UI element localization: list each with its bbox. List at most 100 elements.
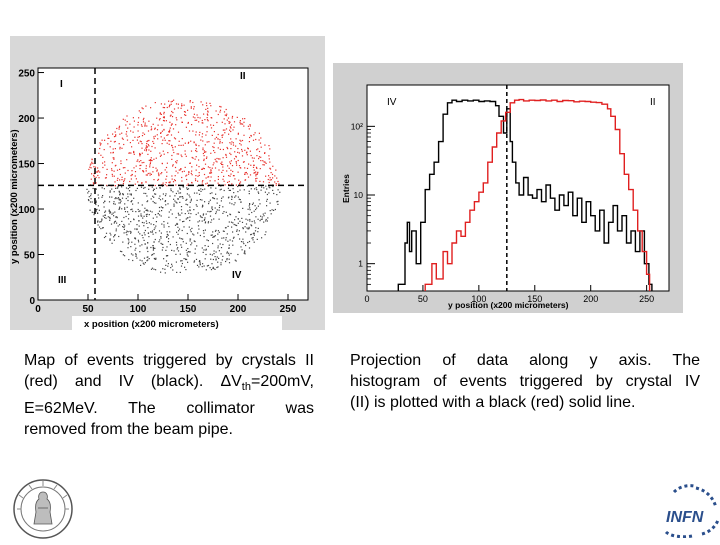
map-point	[114, 198, 116, 200]
map-point	[154, 135, 156, 137]
map-point	[134, 249, 136, 251]
map-point	[201, 181, 203, 183]
map-point	[183, 226, 185, 228]
map-point	[189, 209, 191, 211]
map-point	[218, 158, 220, 160]
map-point	[176, 223, 179, 225]
map-point	[231, 240, 234, 242]
map-point	[202, 152, 204, 155]
map-point	[133, 150, 135, 153]
map-point	[205, 183, 207, 185]
map-point	[250, 154, 252, 157]
map-point	[225, 154, 227, 156]
map-point	[99, 144, 101, 146]
map-point	[152, 246, 155, 249]
map-point	[127, 188, 129, 190]
map-point	[132, 254, 134, 256]
map-point	[185, 114, 187, 116]
map-point	[127, 211, 129, 213]
map-point	[138, 117, 140, 119]
map-point	[163, 128, 165, 131]
infn-logo-text: INFN	[666, 509, 704, 526]
map-point	[246, 173, 248, 175]
map-point	[248, 141, 250, 143]
map-point	[277, 203, 279, 205]
map-point	[255, 171, 257, 173]
map-point	[119, 168, 121, 170]
map-point	[276, 177, 278, 179]
map-x-axis-label: x position (x200 micrometers)	[84, 319, 219, 330]
map-point	[143, 263, 145, 265]
map-point	[128, 223, 130, 225]
map-point	[191, 227, 193, 229]
map-point	[244, 172, 246, 174]
map-point	[185, 126, 187, 128]
map-point	[167, 255, 169, 257]
map-point	[148, 120, 150, 122]
map-point	[143, 222, 145, 224]
map-point	[192, 101, 194, 104]
map-point	[216, 209, 218, 211]
map-point	[112, 148, 114, 150]
map-point	[275, 183, 277, 185]
map-point	[260, 218, 262, 220]
map-point	[164, 272, 166, 274]
map-point	[220, 262, 222, 264]
map-point	[110, 212, 112, 214]
map-point	[201, 168, 204, 170]
map-point	[249, 218, 251, 221]
map-point	[166, 185, 168, 187]
map-point	[202, 189, 204, 191]
map-point	[114, 203, 116, 205]
map-point	[261, 186, 263, 188]
map-point	[123, 228, 125, 230]
map-point	[128, 241, 130, 243]
map-point	[222, 169, 224, 171]
map-point	[124, 208, 126, 210]
map-point	[192, 157, 194, 159]
map-point	[93, 176, 95, 178]
map-point	[237, 233, 239, 236]
map-point	[252, 202, 254, 204]
map-point	[147, 200, 149, 202]
map-point	[189, 219, 191, 222]
map-point	[219, 158, 221, 160]
map-point	[264, 191, 266, 193]
map-point	[144, 125, 146, 127]
map-point	[173, 108, 176, 110]
map-point	[239, 143, 241, 145]
map-point	[118, 143, 120, 145]
map-point	[129, 230, 131, 232]
map-point	[162, 193, 164, 195]
map-point	[216, 198, 218, 200]
map-point	[95, 202, 97, 204]
map-point	[121, 208, 123, 210]
map-point	[174, 175, 176, 177]
map-point	[182, 221, 184, 223]
map-point	[119, 199, 121, 201]
map-point	[220, 188, 222, 190]
map-point	[265, 231, 267, 233]
map-point	[136, 224, 138, 226]
map-point	[252, 239, 254, 241]
map-point	[107, 216, 109, 218]
map-point	[149, 161, 152, 163]
map-point	[205, 151, 207, 153]
map-point	[106, 185, 108, 187]
map-point	[247, 228, 249, 230]
map-point	[138, 225, 140, 227]
map-point	[141, 147, 143, 149]
map-point	[167, 222, 169, 224]
map-point	[169, 181, 171, 183]
map-point	[207, 185, 209, 187]
map-point	[185, 258, 187, 260]
map-point	[183, 170, 185, 172]
map-point	[207, 264, 210, 267]
map-point	[98, 152, 100, 154]
map-point	[123, 181, 125, 183]
map-point	[200, 188, 202, 190]
map-point	[176, 153, 178, 155]
map-point	[215, 258, 217, 260]
map-point	[272, 185, 274, 188]
